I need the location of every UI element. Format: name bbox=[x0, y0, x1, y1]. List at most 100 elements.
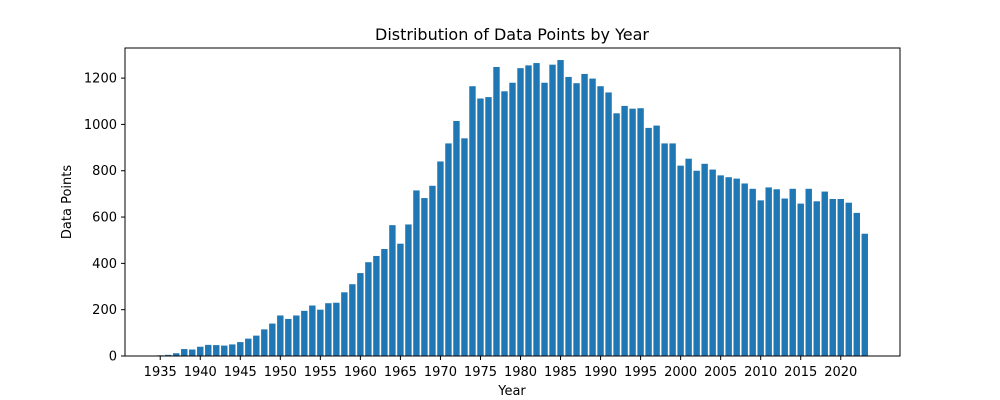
bar-1994 bbox=[629, 108, 636, 357]
bar-1944 bbox=[229, 344, 236, 356]
bar-1945 bbox=[237, 342, 244, 356]
bar-1964 bbox=[389, 225, 396, 356]
y-tick-label: 200 bbox=[92, 303, 117, 318]
bar-2023 bbox=[861, 233, 868, 356]
x-tick-label: 1960 bbox=[344, 365, 377, 380]
x-tick-label: 1990 bbox=[584, 365, 617, 380]
bar-1943 bbox=[221, 345, 228, 356]
x-axis-label: Year bbox=[497, 384, 526, 399]
bar-1982 bbox=[533, 63, 540, 356]
bar-1939 bbox=[189, 349, 196, 356]
bar-1947 bbox=[253, 335, 260, 356]
bar-2003 bbox=[701, 163, 708, 356]
bar-1977 bbox=[493, 66, 500, 356]
x-tick-label: 2010 bbox=[744, 365, 777, 380]
bar-1966 bbox=[405, 224, 412, 356]
x-tick-label: 2005 bbox=[704, 365, 737, 380]
bar-1942 bbox=[213, 345, 220, 356]
y-axis: 0 200 400 600 800 1000 1200 bbox=[84, 72, 125, 365]
x-tick-label: 2015 bbox=[784, 365, 817, 380]
plot-frame bbox=[124, 47, 901, 357]
bar-2007 bbox=[733, 178, 740, 356]
bar-2008 bbox=[741, 183, 748, 356]
bar-1968 bbox=[421, 198, 428, 356]
bar-1974 bbox=[469, 86, 476, 357]
bar-1990 bbox=[597, 86, 604, 357]
x-tick-label: 1985 bbox=[544, 365, 577, 380]
bar-1955 bbox=[317, 309, 324, 356]
bar-1946 bbox=[245, 338, 252, 356]
bar-1953 bbox=[301, 310, 308, 356]
bar-1979 bbox=[509, 82, 516, 356]
bar-2015 bbox=[797, 203, 804, 356]
bar-2005 bbox=[717, 175, 724, 356]
x-tick-label: 1975 bbox=[464, 365, 497, 380]
bar-2019 bbox=[829, 198, 836, 356]
bar-1961 bbox=[365, 262, 372, 356]
bar-1998 bbox=[661, 143, 668, 356]
bar-1959 bbox=[349, 284, 356, 356]
bar-2012 bbox=[773, 189, 780, 356]
y-axis-label: Data Points bbox=[60, 165, 75, 239]
bar-2000 bbox=[677, 165, 684, 356]
chart-title: Distribution of Data Points by Year bbox=[375, 25, 649, 44]
bar-1950 bbox=[277, 315, 284, 356]
bar-1956 bbox=[325, 303, 332, 356]
bar-1938 bbox=[181, 349, 188, 356]
bar-1954 bbox=[309, 305, 316, 356]
x-tick-label: 1995 bbox=[624, 365, 657, 380]
x-axis: 1935 1940 1945 1950 1955 1960 1965 1970 1975 1980… bbox=[144, 356, 857, 380]
x-tick-label: 2020 bbox=[824, 365, 857, 380]
bar-1973 bbox=[461, 138, 468, 356]
x-tick-label: 1980 bbox=[504, 365, 537, 380]
bar-1980 bbox=[517, 68, 524, 356]
bar-1960 bbox=[357, 273, 364, 356]
bar-2018 bbox=[821, 191, 828, 356]
bar-1963 bbox=[381, 249, 388, 356]
bar-2014 bbox=[789, 188, 796, 356]
bar-1984 bbox=[549, 64, 556, 357]
bar-1988 bbox=[581, 73, 588, 357]
bar-1965 bbox=[397, 243, 404, 356]
bar-2001 bbox=[685, 158, 692, 356]
bar-1972 bbox=[453, 120, 460, 357]
bar-1996 bbox=[645, 127, 652, 356]
bar-1936 bbox=[165, 354, 172, 356]
bar-1992 bbox=[613, 113, 620, 356]
bar-1989 bbox=[589, 78, 596, 356]
bar-2020 bbox=[837, 198, 844, 356]
bar-1958 bbox=[341, 292, 348, 356]
bar-2022 bbox=[853, 212, 860, 356]
bar-1970 bbox=[437, 161, 444, 356]
x-tick-label: 2000 bbox=[664, 365, 697, 380]
bar-1962 bbox=[373, 255, 380, 356]
bar-1940 bbox=[197, 346, 204, 356]
y-tick-label: 1200 bbox=[84, 72, 117, 87]
bar-1975 bbox=[477, 98, 484, 357]
bar-1937 bbox=[173, 353, 180, 356]
x-tick-label: 1970 bbox=[424, 365, 457, 380]
y-tick-label: 800 bbox=[92, 164, 117, 179]
bar-1987 bbox=[573, 83, 580, 356]
bar-1967 bbox=[413, 190, 420, 356]
bar-1949 bbox=[269, 323, 276, 356]
bar-1948 bbox=[261, 329, 268, 356]
bar-1999 bbox=[669, 143, 676, 356]
bar-1981 bbox=[525, 65, 532, 357]
bar-2006 bbox=[725, 177, 732, 356]
x-tick-label: 1935 bbox=[144, 365, 177, 380]
bar-1952 bbox=[293, 315, 300, 356]
bar-2013 bbox=[781, 198, 788, 356]
x-tick-label: 1940 bbox=[184, 365, 217, 380]
bar-2011 bbox=[765, 187, 772, 356]
bar-2009 bbox=[749, 188, 756, 356]
bar-2010 bbox=[757, 200, 764, 356]
bar-1971 bbox=[445, 143, 452, 356]
x-tick-label: 1955 bbox=[304, 365, 337, 380]
bar-1985 bbox=[557, 60, 564, 356]
bar-1941 bbox=[205, 344, 212, 356]
y-tick-label: 1000 bbox=[84, 118, 117, 133]
bar-1983 bbox=[541, 82, 548, 356]
y-tick-label: 600 bbox=[92, 211, 117, 226]
bar-2021 bbox=[845, 202, 852, 356]
